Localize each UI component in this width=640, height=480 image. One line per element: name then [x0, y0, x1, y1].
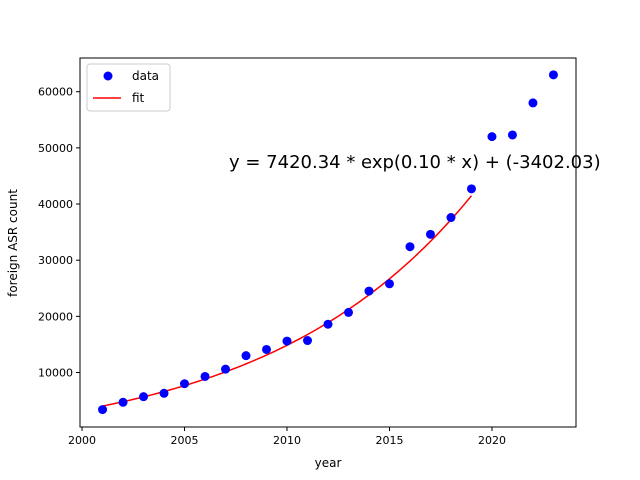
- data-point: [466, 184, 476, 194]
- x-tick-label: 2015: [375, 434, 403, 447]
- y-tick-label: 60000: [38, 86, 73, 99]
- x-tick-label: 2010: [273, 434, 301, 447]
- legend-entry-fit: fit: [132, 91, 145, 105]
- data-point: [343, 307, 353, 317]
- data-point: [405, 242, 415, 252]
- data-point: [159, 388, 169, 398]
- x-tick-label: 2005: [171, 434, 199, 447]
- data-point: [262, 344, 272, 354]
- data-point: [139, 392, 149, 402]
- data-point: [241, 351, 251, 361]
- fit-equation-annotation: y = 7420.34 * exp(0.10 * x) + (-3402.03): [229, 152, 601, 173]
- x-tick-label: 2020: [478, 434, 506, 447]
- data-point: [303, 336, 313, 346]
- data-point: [118, 397, 128, 407]
- x-tick-label: 2000: [68, 434, 96, 447]
- y-axis-label: foreign ASR count: [6, 189, 20, 297]
- x-axis-label: year: [315, 456, 342, 470]
- x-axis-ticks: 2000 2005 2010 2015 2020: [68, 427, 506, 447]
- y-tick-label: 50000: [38, 142, 73, 155]
- plot-area: [79, 57, 577, 428]
- y-tick-label: 40000: [38, 198, 73, 211]
- data-point: [98, 405, 108, 415]
- data-point: [548, 70, 558, 80]
- data-point: [180, 379, 190, 389]
- data-point: [323, 319, 333, 329]
- data-point: [446, 213, 456, 223]
- data-point: [528, 98, 538, 108]
- legend-data-marker: [103, 71, 113, 81]
- data-point: [425, 229, 435, 239]
- legend: data fit: [86, 63, 171, 112]
- y-tick-label: 30000: [38, 254, 73, 267]
- data-points-layer: [98, 70, 558, 415]
- data-point: [282, 336, 292, 346]
- data-point: [200, 371, 210, 381]
- y-tick-label: 10000: [38, 367, 73, 380]
- data-point: [487, 132, 497, 142]
- data-point: [507, 130, 517, 140]
- data-point: [364, 286, 374, 296]
- legend-entry-data: data: [132, 69, 159, 83]
- data-point: [221, 364, 231, 374]
- data-point: [384, 279, 394, 289]
- y-tick-label: 20000: [38, 310, 73, 323]
- y-axis-ticks: 10000 20000 30000 40000 50000 60000: [38, 86, 80, 380]
